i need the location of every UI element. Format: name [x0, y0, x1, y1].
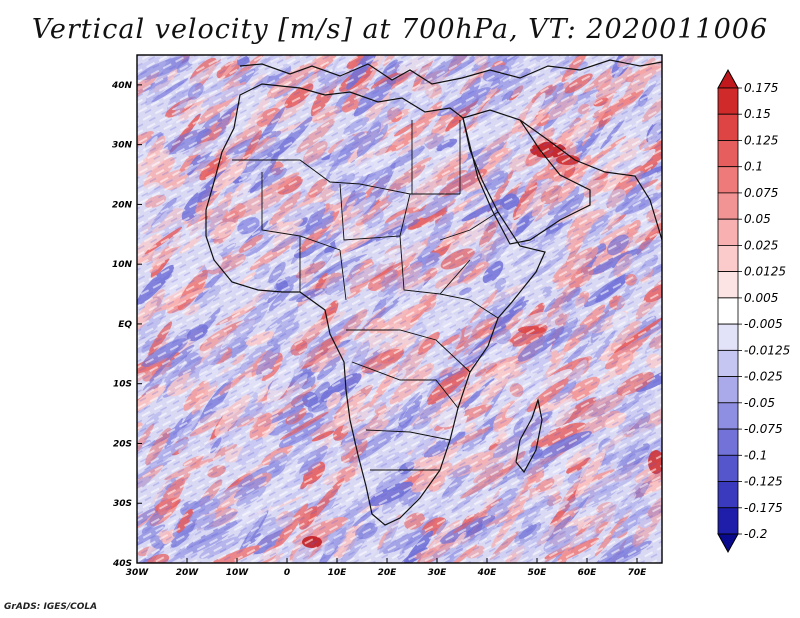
- lat-label: 30S: [113, 499, 132, 509]
- colorbar-label: -0.025: [744, 370, 783, 384]
- colorbar-label: -0.1: [744, 448, 767, 462]
- lon-label: 20E: [378, 568, 398, 578]
- lon-label: 20W: [176, 568, 200, 578]
- colorbar-label: 0.15: [744, 107, 771, 121]
- coastlines: [205, 59, 662, 526]
- colorbar-swatch: [717, 376, 739, 404]
- colorbar-label: -0.005: [744, 317, 783, 331]
- colorbar-label: 0.0125: [744, 265, 786, 279]
- colorbar-swatch: [717, 297, 739, 325]
- lat-label: 40S: [112, 559, 132, 569]
- lat-label: 10N: [112, 260, 133, 270]
- colorbar-swatch: [717, 271, 739, 299]
- colorbar-swatch: [717, 349, 739, 377]
- country-borders: [232, 120, 499, 471]
- lat-label: 10S: [113, 380, 132, 390]
- colorbar-swatch: [717, 481, 739, 509]
- europe-coastline: [239, 59, 662, 85]
- colorbar-label: 0.1: [744, 160, 763, 174]
- colorbar-label: -0.05: [744, 396, 775, 410]
- colorbar-label: -0.2: [744, 527, 767, 541]
- colorbar-label: 0.025: [744, 238, 778, 252]
- colorbar-cap-top: [717, 68, 739, 89]
- colorbar-swatch: [717, 166, 739, 194]
- lon-label: 70E: [628, 568, 648, 578]
- colorbar-label: 0.125: [744, 134, 778, 148]
- colorbar-swatch: [717, 402, 739, 430]
- lat-label: 20N: [112, 200, 133, 210]
- colorbar-swatch: [717, 218, 739, 246]
- lon-label: 50E: [528, 568, 548, 578]
- colorbar-label: 0.075: [744, 186, 778, 200]
- colorbar-label: 0.175: [744, 81, 778, 95]
- colorbar-swatch: [717, 454, 739, 482]
- colorbar-label: 0.05: [744, 212, 771, 226]
- lon-label: 30E: [428, 568, 448, 578]
- lat-label: 30N: [112, 141, 133, 151]
- colorbar-swatch: [717, 428, 739, 456]
- colorbar-label: 0.005: [744, 291, 778, 305]
- colorbar-label: -0.0125: [744, 343, 790, 357]
- lon-label: 40E: [477, 568, 498, 578]
- colorbar-cap-bottom: [717, 533, 739, 554]
- colorbar-swatch: [717, 87, 739, 115]
- map-title: Vertical velocity [m/s] at 700hPa, VT: 2…: [31, 14, 769, 45]
- colorbar-swatch: [717, 192, 739, 220]
- velocity-field: [137, 55, 662, 563]
- colorbar: 0.175 0.15 0.125 0.1 0.075 0.05 0.025 0.0125 0.0…: [717, 68, 790, 554]
- lon-label: 10E: [328, 568, 348, 578]
- colorbar-swatch: [717, 323, 739, 351]
- lon-label: 0: [284, 568, 290, 578]
- colorbar-swatch: [717, 507, 739, 535]
- lat-label: EQ: [118, 320, 132, 330]
- plot-frame: [136, 54, 663, 564]
- asia-coastline: [519, 119, 662, 241]
- colorbar-label: -0.125: [744, 475, 783, 489]
- colorbar-swatch: [717, 244, 739, 272]
- lon-label: 30W: [126, 568, 150, 578]
- colorbar-label: -0.175: [744, 501, 783, 515]
- grads-credit: GrADS: IGES/COLA: [4, 602, 98, 612]
- lon-label: 60E: [578, 568, 598, 578]
- colorbar-swatch: [717, 113, 739, 141]
- madagascar-coastline: [515, 397, 543, 474]
- lat-label: 20S: [113, 439, 132, 449]
- colorbar-swatch: [717, 140, 739, 168]
- lon-label: 10W: [226, 568, 250, 578]
- colorbar-label: -0.075: [744, 422, 783, 436]
- lat-label: 40N: [111, 81, 133, 91]
